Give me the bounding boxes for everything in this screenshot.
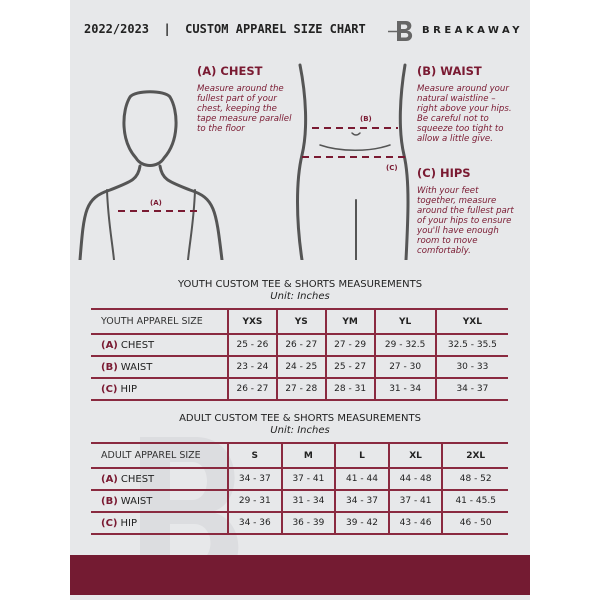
hips-marker: (C) — [386, 164, 398, 172]
youth-size-table: YOUTH APPAREL SIZE YXS YS YM YL YXL (A) CHEST 25… — [91, 308, 508, 401]
measurement-value: 31 - 34 — [280, 489, 336, 513]
chest-marker: (A) — [150, 199, 162, 207]
size-header-label: YOUTH APPAREL SIZE — [91, 308, 228, 335]
measurement-label: (B) WAIST — [91, 489, 228, 513]
measurement-value: 39 - 42 — [334, 511, 389, 535]
measurement-value: 37 - 41 — [387, 489, 443, 513]
brand-name: BREAKAWAY — [422, 25, 524, 36]
size-column-header: YS — [275, 308, 326, 335]
measurement-value: 41 - 45.5 — [441, 489, 508, 513]
size-column-header: M — [280, 442, 336, 469]
measurement-value: 27 - 28 — [275, 377, 326, 401]
size-header-label: ADULT APPAREL SIZE — [91, 442, 228, 469]
measurement-name: WAIST — [120, 361, 153, 373]
adult-section-heading: ADULT CUSTOM TEE & SHORTS MEASUREMENTS U… — [70, 413, 530, 436]
youth-section-heading: YOUTH CUSTOM TEE & SHORTS MEASUREMENTS U… — [70, 279, 530, 302]
measurement-letter: (C) — [101, 517, 118, 529]
body-measurement-figures: (A) (B) (C) — [78, 63, 410, 260]
adult-unit: Unit: Inches — [270, 425, 330, 436]
measurement-value: 46 - 50 — [441, 511, 508, 535]
table-row: (B) WAIST 23 - 24 24 - 25 25 - 27 27 - 30 30 -… — [91, 355, 508, 379]
measurement-value: 29 - 32.5 — [373, 333, 436, 357]
chest-title: (A) CHEST — [197, 64, 263, 78]
measurement-value: 34 - 37 — [334, 489, 389, 513]
measurement-label: (C) HIP — [91, 511, 228, 535]
measurement-label: (A) CHEST — [91, 467, 228, 491]
measurement-value: 28 - 31 — [324, 377, 375, 401]
measurement-name: WAIST — [120, 495, 153, 507]
table-row: (C) HIP 26 - 27 27 - 28 28 - 31 31 - 34 34 - 3… — [91, 377, 508, 401]
measurement-value: 27 - 29 — [324, 333, 375, 357]
header-row: ADULT APPAREL SIZE S M L XL 2XL — [91, 442, 508, 469]
measurement-value: 34 - 36 — [227, 511, 282, 535]
measurement-value: 34 - 37 — [434, 377, 508, 401]
measurement-value: 31 - 34 — [373, 377, 436, 401]
table-row: (B) WAIST 29 - 31 31 - 34 34 - 37 37 - 41 41 -… — [91, 489, 508, 513]
measurement-letter: (B) — [101, 495, 118, 507]
measurement-value: 23 - 24 — [227, 355, 277, 379]
size-column-header: YL — [373, 308, 436, 335]
measurement-label: (A) CHEST — [91, 333, 228, 357]
measurement-value: 25 - 27 — [324, 355, 375, 379]
waist-marker: (B) — [360, 115, 372, 123]
measurement-value: 36 - 39 — [280, 511, 336, 535]
footer-band — [70, 555, 530, 595]
adult-title: ADULT CUSTOM TEE & SHORTS MEASUREMENTS — [179, 413, 421, 424]
measurement-name: CHEST — [120, 339, 155, 351]
size-column-header: YM — [324, 308, 375, 335]
size-chart-sheet: 2022/2023 | CUSTOM APPAREL SIZE CHART BR… — [70, 0, 530, 600]
size-column-header: XL — [387, 442, 443, 469]
hips-description: With your feet together, measure around … — [417, 186, 514, 256]
size-column-header: 2XL — [441, 442, 508, 469]
measurement-name: CHEST — [120, 473, 155, 485]
youth-unit: Unit: Inches — [270, 291, 330, 302]
waist-description: Measure around your natural waistline – … — [417, 84, 512, 144]
measurement-value: 32.5 - 35.5 — [434, 333, 508, 357]
measurement-value: 37 - 41 — [280, 467, 336, 491]
measurement-value: 30 - 33 — [434, 355, 508, 379]
size-column-header: S — [227, 442, 282, 469]
measurement-value: 25 - 26 — [227, 333, 277, 357]
measurement-value: 26 - 27 — [275, 333, 326, 357]
youth-title: YOUTH CUSTOM TEE & SHORTS MEASUREMENTS — [177, 279, 423, 290]
measurement-value: 24 - 25 — [275, 355, 326, 379]
measurement-letter: (A) — [101, 473, 118, 485]
header-row: YOUTH APPAREL SIZE YXS YS YM YL YXL — [91, 308, 508, 335]
hips-title: (C) HIPS — [417, 166, 471, 180]
measurement-name: HIP — [120, 517, 137, 529]
table-row: (C) HIP 34 - 36 36 - 39 39 - 42 43 - 46 46 - 5… — [91, 511, 508, 535]
measurement-value: 27 - 30 — [373, 355, 436, 379]
table-row: (A) CHEST 25 - 26 26 - 27 27 - 29 29 - 32.5 32… — [91, 333, 508, 357]
measurement-letter: (B) — [101, 361, 118, 373]
measurement-letter: (C) — [101, 383, 118, 395]
page-title: 2022/2023 | CUSTOM APPAREL SIZE CHART — [84, 22, 366, 36]
table-row: (A) CHEST 34 - 37 37 - 41 41 - 44 44 - 48 48 -… — [91, 467, 508, 491]
measurement-label: (C) HIP — [91, 377, 228, 401]
head-outline — [122, 90, 178, 167]
adult-size-table: ADULT APPAREL SIZE S M L XL 2XL (A) CHEST 34 - 3… — [91, 442, 508, 535]
measurement-letter: (A) — [101, 339, 118, 351]
measurement-value: 26 - 27 — [227, 377, 277, 401]
measurement-value: 48 - 52 — [441, 467, 508, 491]
measurement-value: 41 - 44 — [334, 467, 389, 491]
measurement-value: 29 - 31 — [227, 489, 282, 513]
measurement-value: 44 - 48 — [387, 467, 443, 491]
measurement-name: HIP — [120, 383, 137, 395]
measurement-label: (B) WAIST — [91, 355, 228, 379]
breakaway-logo-icon — [388, 21, 413, 41]
size-column-header: YXS — [227, 308, 277, 335]
size-column-header: L — [334, 442, 389, 469]
waist-title: (B) WAIST — [417, 64, 482, 78]
measurement-value: 43 - 46 — [387, 511, 443, 535]
size-column-header: YXL — [434, 308, 508, 335]
chest-description: Measure around the fullest part of your … — [197, 84, 292, 134]
measurement-value: 34 - 37 — [227, 467, 282, 491]
